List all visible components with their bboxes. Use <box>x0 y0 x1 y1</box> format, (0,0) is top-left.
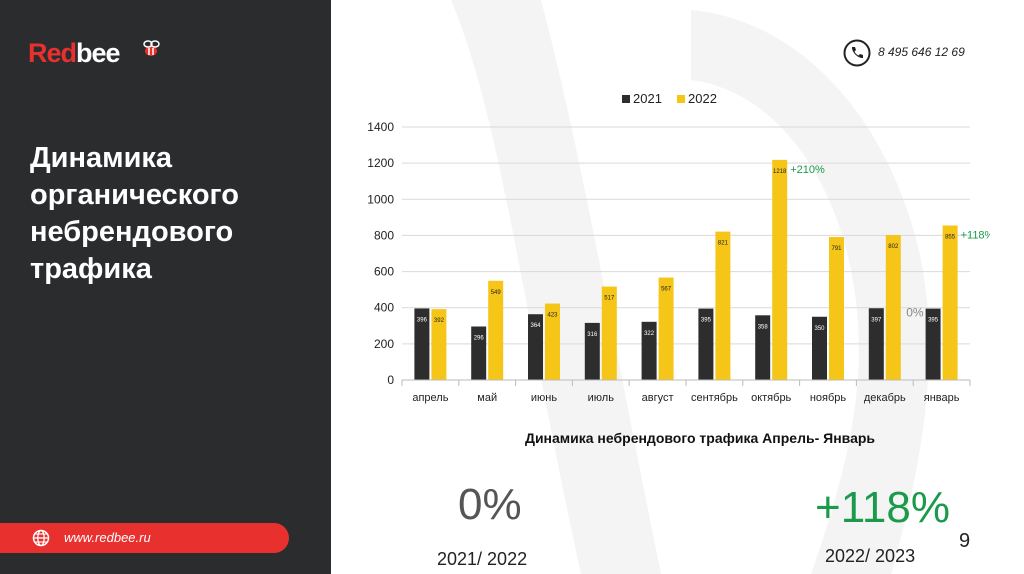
annotation-label: +210% <box>790 164 825 176</box>
bar-2021 <box>925 308 941 380</box>
x-tick-label: ноябрь <box>810 392 847 404</box>
y-tick-label: 1400 <box>367 120 394 134</box>
bar-2021 <box>471 326 487 380</box>
x-tick-label: май <box>477 392 497 404</box>
bar-2022 <box>772 159 788 380</box>
bar-2021 <box>868 308 884 380</box>
y-tick-label: 200 <box>374 337 394 351</box>
bar-2021 <box>641 321 657 380</box>
legend-label-2021: 2021 <box>633 91 662 106</box>
summary-right-period: 2022/ 2023 <box>825 546 916 566</box>
bar-2022 <box>488 280 504 380</box>
title-line: небрендового <box>30 216 234 248</box>
x-tick-label: август <box>642 392 674 404</box>
data-label-2021: 397 <box>871 317 882 323</box>
globe-icon <box>32 529 50 547</box>
annotation-label: +118% <box>961 229 990 241</box>
y-tick-label: 600 <box>374 265 394 279</box>
title-line: органического <box>30 179 239 211</box>
phone-icon[interactable] <box>843 39 871 67</box>
bar-2021 <box>698 308 714 380</box>
bar-2022 <box>545 303 560 380</box>
sidebar: Redbee Динамика органического небрендово… <box>0 0 331 574</box>
x-tick-label: январь <box>924 392 960 404</box>
data-label-2021: 395 <box>928 318 939 324</box>
x-tick-label: декабрь <box>864 392 906 404</box>
bar-2022 <box>715 231 731 380</box>
chart-title: Динамика небрендового трафика Апрель- Ян… <box>524 430 876 446</box>
bar-2022 <box>601 286 617 380</box>
page-number: 9 <box>959 530 971 552</box>
bar-2021 <box>414 308 430 380</box>
title-line: Динамика <box>30 142 173 174</box>
title-line: трафика <box>30 253 152 285</box>
data-label-2021: 358 <box>758 324 769 330</box>
data-label-2022: 423 <box>547 313 558 319</box>
data-label-2021: 396 <box>417 317 428 323</box>
page-title: Динамика органического небрендового траф… <box>30 140 310 288</box>
data-label-2022: 392 <box>434 318 445 324</box>
x-tick-label: октябрь <box>751 392 791 404</box>
summary-right-value: +118% <box>815 483 950 532</box>
bar-2021 <box>755 315 771 380</box>
bar-2022 <box>829 237 844 380</box>
traffic-bar-chart: 0 200 400 600 800 1000 1200 1400 396 392 апрель 296… <box>367 91 990 404</box>
data-label-2022: 549 <box>491 290 502 296</box>
legend-swatch-2021 <box>622 95 630 103</box>
data-label-2022: 1218 <box>773 169 787 175</box>
data-label-2021: 316 <box>587 332 598 338</box>
website-url[interactable]: www.redbee.ru <box>64 530 151 545</box>
data-label-2022: 855 <box>945 234 956 240</box>
bar-2022 <box>431 309 447 380</box>
website-link[interactable]: www.redbee.ru <box>0 523 289 553</box>
annotation-label: 0% <box>906 306 924 320</box>
bar-2022 <box>942 225 958 380</box>
y-tick-label: 1200 <box>367 156 394 170</box>
data-label-2022: 567 <box>661 287 672 293</box>
summary-left-value: 0% <box>458 480 522 529</box>
legend-swatch-2022 <box>677 95 685 103</box>
data-label-2022: 802 <box>888 244 899 250</box>
x-tick-label: июнь <box>531 392 557 404</box>
y-tick-label: 0 <box>387 373 394 387</box>
summary-left-period: 2021/ 2022 <box>437 549 528 569</box>
bar-2021 <box>528 314 543 380</box>
y-tick-label: 800 <box>374 228 394 242</box>
bee-icon <box>143 40 160 56</box>
legend-label-2022: 2022 <box>688 91 717 106</box>
background-watermark <box>451 0 930 574</box>
phone-number[interactable]: 8 495 646 12 69 <box>878 45 965 59</box>
x-tick-label: апрель <box>412 392 448 404</box>
y-tick-label: 400 <box>374 301 394 315</box>
redbee-logo[interactable]: Redbee <box>28 38 121 68</box>
bar-2022 <box>658 277 674 380</box>
data-label-2022: 821 <box>718 241 729 247</box>
data-label-2022: 791 <box>831 246 842 252</box>
x-tick-label: сентябрь <box>691 392 738 404</box>
data-label-2022: 517 <box>604 296 615 302</box>
bar-2021 <box>812 316 827 380</box>
data-label-2021: 350 <box>814 326 825 332</box>
bar-2022 <box>885 235 901 380</box>
data-label-2021: 296 <box>474 336 485 342</box>
bar-2021 <box>584 322 600 380</box>
data-label-2021: 364 <box>530 323 541 329</box>
x-tick-label: июль <box>588 392 615 404</box>
data-label-2021: 395 <box>701 318 712 324</box>
data-label-2021: 322 <box>644 331 655 337</box>
y-tick-label: 1000 <box>367 192 394 206</box>
